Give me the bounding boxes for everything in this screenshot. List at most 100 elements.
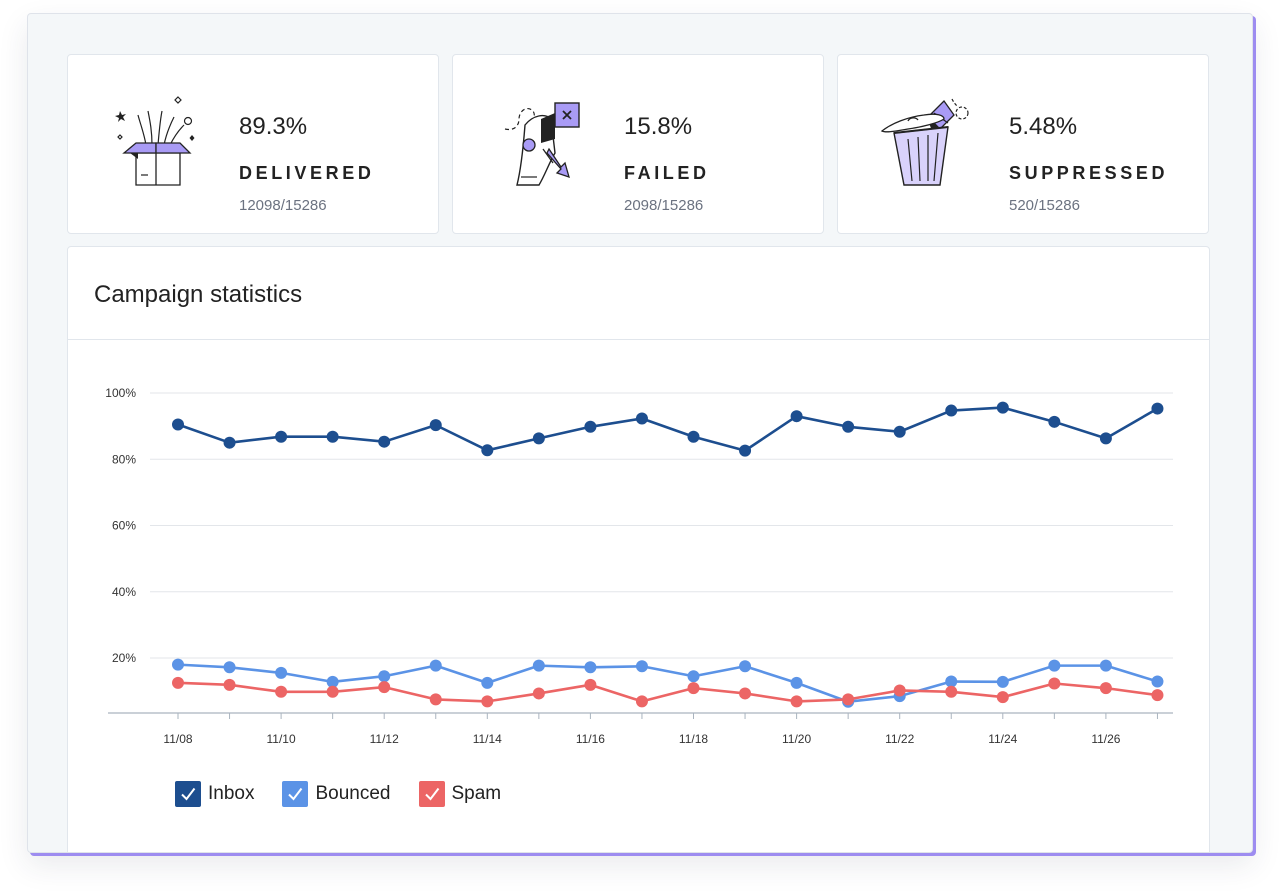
delivered-count: 12098/15286 [239, 197, 327, 214]
data-point-spam [223, 678, 236, 691]
chart-legend: Inbox Bounced Spam [175, 781, 529, 807]
suppressed-count: 520/15286 [1009, 197, 1080, 214]
data-point-bounced [635, 660, 648, 673]
data-point-spam [996, 691, 1009, 704]
data-point-inbox [532, 432, 545, 445]
x-tick-label: 11/16 [576, 732, 605, 746]
legend-label-inbox: Inbox [208, 783, 255, 804]
x-axis: 11/08 11/10 11/12 11/14 11/16 11/18 11/20 11/22… [108, 712, 1173, 746]
data-point-spam [842, 693, 855, 706]
data-point-spam [635, 695, 648, 708]
delivered-percent: 89.3% [239, 113, 308, 140]
data-point-spam [326, 685, 339, 698]
data-point-inbox [739, 444, 752, 457]
data-point-bounced [739, 660, 752, 673]
y-tick-label: 80% [112, 452, 136, 466]
data-point-spam [584, 678, 597, 691]
data-point-inbox [893, 425, 906, 438]
data-point-bounced [378, 670, 391, 683]
chart-title: Campaign statistics [94, 281, 303, 308]
legend-label-spam: Spam [451, 783, 502, 804]
suppressed-card: 5.48% SUPPRESSED 520/15286 [837, 54, 1209, 234]
data-point-bounced [1099, 659, 1112, 672]
x-tick-label: 11/10 [267, 732, 296, 746]
y-tick-label: 20% [112, 651, 136, 665]
data-point-inbox [429, 419, 442, 432]
data-point-spam [1048, 677, 1061, 690]
data-point-spam [532, 687, 545, 700]
data-point-inbox [996, 401, 1009, 414]
gridlines [150, 392, 1173, 659]
data-point-bounced [326, 675, 339, 688]
data-point-inbox [790, 410, 803, 423]
data-point-spam [739, 687, 752, 700]
spam-checkbox[interactable] [418, 781, 445, 807]
y-axis: 20% 40% 60% 80% 100% [105, 386, 136, 665]
data-point-inbox [1151, 402, 1164, 415]
data-point-inbox [326, 430, 339, 443]
data-point-bounced [687, 670, 700, 683]
data-point-inbox [275, 430, 288, 443]
data-point-spam [429, 693, 442, 706]
delivered-label: DELIVERED [239, 163, 375, 183]
series-line-spam [177, 681, 1158, 703]
campaign-statistics-card: Campaign statistics 20% 40% 60% 80% 100% 11/… [67, 246, 1210, 852]
data-point-bounced [275, 666, 288, 679]
trash-can-icon [880, 98, 969, 186]
failed-card: 15.8% FAILED 2098/15286 [452, 54, 824, 234]
data-point-spam [172, 676, 184, 689]
data-point-bounced [790, 676, 803, 689]
data-point-spam [378, 681, 391, 694]
y-tick-label: 40% [112, 585, 136, 599]
data-point-spam [945, 685, 958, 698]
data-point-inbox [584, 420, 597, 433]
data-point-spam [893, 684, 906, 697]
delivered-card: 89.3% DELIVERED 12098/15286 [67, 54, 439, 234]
data-point-spam [1151, 689, 1164, 702]
data-point-spam [1099, 682, 1112, 695]
failed-percent: 15.8% [624, 113, 693, 140]
data-point-bounced [172, 658, 184, 671]
failed-document-icon [504, 102, 580, 186]
data-point-inbox [481, 444, 494, 457]
legend-item-bounced[interactable]: Bounced [282, 781, 391, 807]
legend-item-inbox[interactable]: Inbox [175, 781, 254, 807]
x-tick-label: 11/14 [473, 732, 502, 746]
x-tick-label: 11/12 [370, 732, 399, 746]
x-tick-label: 11/26 [1091, 732, 1120, 746]
data-point-inbox [172, 418, 184, 431]
data-point-inbox [1048, 415, 1061, 428]
legend-item-spam[interactable]: Spam [418, 781, 502, 807]
data-point-spam [687, 682, 700, 695]
data-point-bounced [1048, 659, 1061, 672]
data-point-bounced [223, 661, 236, 674]
data-point-bounced [481, 676, 494, 689]
data-point-spam [275, 685, 288, 698]
data-point-spam [790, 695, 803, 708]
check-icon [181, 787, 196, 801]
failed-count: 2098/15286 [624, 197, 704, 214]
data-point-inbox [223, 436, 236, 449]
bounced-checkbox[interactable] [282, 781, 309, 807]
inbox-checkbox[interactable] [175, 781, 201, 807]
data-point-inbox [635, 412, 648, 425]
series [172, 401, 1164, 708]
open-box-icon [115, 96, 195, 186]
y-tick-label: 60% [112, 519, 136, 533]
check-icon [424, 787, 439, 801]
data-point-bounced [532, 659, 545, 672]
data-point-bounced [996, 675, 1009, 688]
failed-label: FAILED [624, 163, 710, 183]
header-divider [68, 339, 1209, 340]
data-point-bounced [1151, 675, 1164, 688]
series-line-inbox [177, 406, 1159, 452]
data-point-spam [481, 695, 494, 708]
dashboard-frame: 89.3% DELIVERED 12098/15286 15.8% FAILED… [27, 13, 1253, 853]
x-tick-label: 11/24 [988, 732, 1017, 746]
data-point-inbox [687, 430, 700, 443]
data-point-inbox [378, 435, 391, 448]
data-point-bounced [945, 675, 958, 688]
data-point-inbox [945, 404, 958, 417]
suppressed-label: SUPPRESSED [1009, 163, 1169, 183]
x-tick-label: 11/08 [163, 732, 192, 746]
